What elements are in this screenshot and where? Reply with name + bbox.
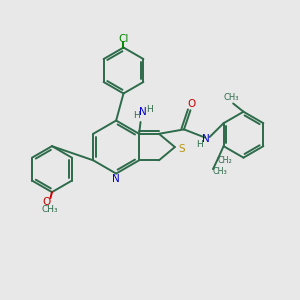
Text: N: N bbox=[112, 174, 120, 184]
Text: O: O bbox=[43, 196, 51, 206]
Text: CH₃: CH₃ bbox=[223, 93, 238, 102]
Text: H: H bbox=[147, 105, 153, 114]
Text: H: H bbox=[196, 140, 203, 149]
Text: CH₃: CH₃ bbox=[212, 167, 227, 176]
Text: N: N bbox=[139, 107, 147, 117]
Text: CH₃: CH₃ bbox=[41, 205, 58, 214]
Text: O: O bbox=[188, 99, 196, 109]
Text: N: N bbox=[202, 134, 210, 144]
Text: S: S bbox=[178, 143, 185, 154]
Text: Cl: Cl bbox=[118, 34, 129, 44]
Text: CH₂: CH₂ bbox=[218, 156, 232, 165]
Text: H: H bbox=[133, 111, 140, 120]
